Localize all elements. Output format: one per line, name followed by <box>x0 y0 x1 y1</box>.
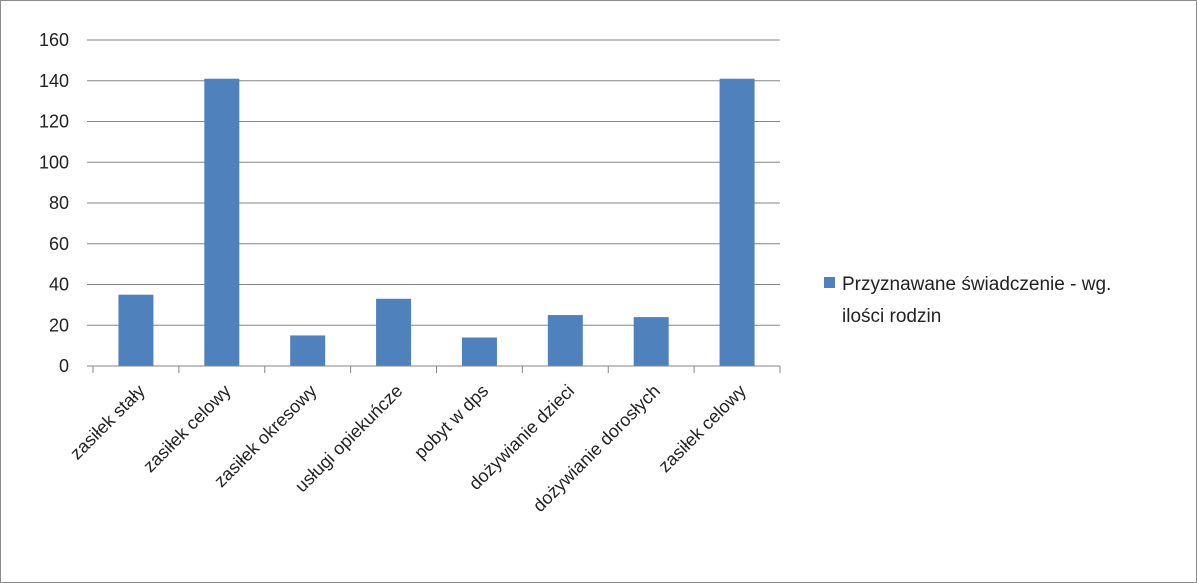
bar <box>376 298 412 366</box>
y-tick-label: 0 <box>59 356 69 376</box>
y-tick-label: 80 <box>49 193 69 213</box>
x-category-label: zasiłek celowy <box>139 381 234 476</box>
x-axis <box>87 365 781 373</box>
bar <box>633 317 669 366</box>
y-tick-label: 100 <box>39 152 69 172</box>
legend: Przyznawane świadczenie - wg. ilości rod… <box>824 274 1111 327</box>
x-category-label: zasiłek stały <box>66 381 149 464</box>
bar <box>204 78 240 367</box>
y-axis-ticks: 0 20 40 60 80 100 120 140 160 <box>39 30 69 376</box>
bar <box>719 78 755 367</box>
legend-label-line-2: ilości rodzin <box>842 306 941 327</box>
bar <box>118 294 154 366</box>
y-tick-label: 60 <box>49 234 69 254</box>
bar <box>290 335 326 366</box>
y-tick-label: 160 <box>39 30 69 50</box>
y-tick-label: 40 <box>49 275 69 295</box>
x-category-label: zasiłek celowy <box>654 381 749 476</box>
legend-swatch <box>824 277 835 288</box>
x-category-label: pobyt w dps <box>410 381 492 463</box>
y-tick-label: 140 <box>39 71 69 91</box>
bar <box>547 315 583 366</box>
y-tick-label: 20 <box>49 315 69 335</box>
bars <box>118 78 755 367</box>
y-tick-label: 120 <box>39 112 69 132</box>
bar <box>461 337 497 366</box>
gridlines <box>87 39 780 326</box>
legend-label-line-1: Przyznawane świadczenie - wg. <box>842 274 1111 295</box>
